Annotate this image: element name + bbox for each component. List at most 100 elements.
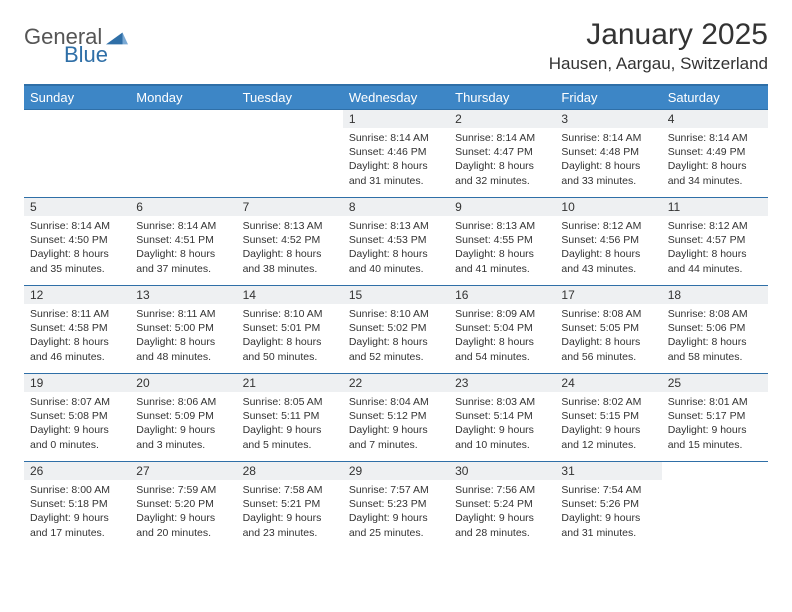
brand-word-2: Blue [64, 42, 108, 68]
calendar-day-cell: 11Sunrise: 8:12 AMSunset: 4:57 PMDayligh… [662, 198, 768, 286]
calendar-day-cell: 5Sunrise: 8:14 AMSunset: 4:50 PMDaylight… [24, 198, 130, 286]
day-number: 4 [662, 110, 768, 128]
calendar-day-cell: 9Sunrise: 8:13 AMSunset: 4:55 PMDaylight… [449, 198, 555, 286]
day-details: Sunrise: 8:06 AMSunset: 5:09 PMDaylight:… [130, 392, 236, 456]
day-details: Sunrise: 8:14 AMSunset: 4:46 PMDaylight:… [343, 128, 449, 192]
day-details: Sunrise: 7:58 AMSunset: 5:21 PMDaylight:… [237, 480, 343, 544]
weekday-header-cell: Friday [555, 85, 661, 110]
calendar-day-cell [130, 110, 236, 198]
header: General January 2025 Hausen, Aargau, Swi… [24, 18, 768, 74]
calendar-day-cell: 25Sunrise: 8:01 AMSunset: 5:17 PMDayligh… [662, 374, 768, 462]
day-details: Sunrise: 8:14 AMSunset: 4:48 PMDaylight:… [555, 128, 661, 192]
day-details: Sunrise: 8:00 AMSunset: 5:18 PMDaylight:… [24, 480, 130, 544]
calendar-week-row: 5Sunrise: 8:14 AMSunset: 4:50 PMDaylight… [24, 198, 768, 286]
day-number: 6 [130, 198, 236, 216]
day-details: Sunrise: 8:13 AMSunset: 4:52 PMDaylight:… [237, 216, 343, 280]
calendar-day-cell: 13Sunrise: 8:11 AMSunset: 5:00 PMDayligh… [130, 286, 236, 374]
calendar-table: SundayMondayTuesdayWednesdayThursdayFrid… [24, 84, 768, 550]
calendar-day-cell: 15Sunrise: 8:10 AMSunset: 5:02 PMDayligh… [343, 286, 449, 374]
calendar-day-cell: 20Sunrise: 8:06 AMSunset: 5:09 PMDayligh… [130, 374, 236, 462]
day-number: 7 [237, 198, 343, 216]
day-number: 18 [662, 286, 768, 304]
calendar-day-cell: 8Sunrise: 8:13 AMSunset: 4:53 PMDaylight… [343, 198, 449, 286]
day-number: 21 [237, 374, 343, 392]
day-details: Sunrise: 8:12 AMSunset: 4:57 PMDaylight:… [662, 216, 768, 280]
calendar-day-cell: 6Sunrise: 8:14 AMSunset: 4:51 PMDaylight… [130, 198, 236, 286]
day-number: 10 [555, 198, 661, 216]
calendar-day-cell: 3Sunrise: 8:14 AMSunset: 4:48 PMDaylight… [555, 110, 661, 198]
calendar-day-cell: 27Sunrise: 7:59 AMSunset: 5:20 PMDayligh… [130, 462, 236, 550]
calendar-day-cell: 31Sunrise: 7:54 AMSunset: 5:26 PMDayligh… [555, 462, 661, 550]
calendar-day-cell: 21Sunrise: 8:05 AMSunset: 5:11 PMDayligh… [237, 374, 343, 462]
day-details: Sunrise: 7:54 AMSunset: 5:26 PMDaylight:… [555, 480, 661, 544]
day-number: 13 [130, 286, 236, 304]
day-number: 24 [555, 374, 661, 392]
day-details: Sunrise: 8:08 AMSunset: 5:05 PMDaylight:… [555, 304, 661, 368]
calendar-day-cell: 24Sunrise: 8:02 AMSunset: 5:15 PMDayligh… [555, 374, 661, 462]
day-details: Sunrise: 8:08 AMSunset: 5:06 PMDaylight:… [662, 304, 768, 368]
calendar-week-row: 26Sunrise: 8:00 AMSunset: 5:18 PMDayligh… [24, 462, 768, 550]
calendar-day-cell: 22Sunrise: 8:04 AMSunset: 5:12 PMDayligh… [343, 374, 449, 462]
day-number: 14 [237, 286, 343, 304]
day-number: 1 [343, 110, 449, 128]
calendar-day-cell: 1Sunrise: 8:14 AMSunset: 4:46 PMDaylight… [343, 110, 449, 198]
calendar-page: General January 2025 Hausen, Aargau, Swi… [0, 0, 792, 550]
day-number: 22 [343, 374, 449, 392]
weekday-header-cell: Sunday [24, 85, 130, 110]
day-number [662, 462, 768, 480]
weekday-header-cell: Saturday [662, 85, 768, 110]
calendar-day-cell: 30Sunrise: 7:56 AMSunset: 5:24 PMDayligh… [449, 462, 555, 550]
day-number: 16 [449, 286, 555, 304]
day-number: 15 [343, 286, 449, 304]
calendar-day-cell: 2Sunrise: 8:14 AMSunset: 4:47 PMDaylight… [449, 110, 555, 198]
calendar-day-cell: 19Sunrise: 8:07 AMSunset: 5:08 PMDayligh… [24, 374, 130, 462]
calendar-day-cell: 26Sunrise: 8:00 AMSunset: 5:18 PMDayligh… [24, 462, 130, 550]
title-block: January 2025 Hausen, Aargau, Switzerland [549, 18, 768, 74]
day-details: Sunrise: 8:13 AMSunset: 4:55 PMDaylight:… [449, 216, 555, 280]
day-details: Sunrise: 8:14 AMSunset: 4:51 PMDaylight:… [130, 216, 236, 280]
weekday-header-cell: Tuesday [237, 85, 343, 110]
day-details: Sunrise: 8:01 AMSunset: 5:17 PMDaylight:… [662, 392, 768, 456]
calendar-day-cell: 7Sunrise: 8:13 AMSunset: 4:52 PMDaylight… [237, 198, 343, 286]
day-number: 26 [24, 462, 130, 480]
day-number: 25 [662, 374, 768, 392]
day-details: Sunrise: 8:12 AMSunset: 4:56 PMDaylight:… [555, 216, 661, 280]
calendar-day-cell: 14Sunrise: 8:10 AMSunset: 5:01 PMDayligh… [237, 286, 343, 374]
calendar-weekday-header: SundayMondayTuesdayWednesdayThursdayFrid… [24, 85, 768, 110]
day-number [24, 110, 130, 128]
day-details: Sunrise: 8:10 AMSunset: 5:01 PMDaylight:… [237, 304, 343, 368]
day-number: 12 [24, 286, 130, 304]
logo-triangle-icon [106, 29, 128, 47]
day-number [130, 110, 236, 128]
calendar-day-cell [662, 462, 768, 550]
calendar-body: 1Sunrise: 8:14 AMSunset: 4:46 PMDaylight… [24, 110, 768, 550]
day-number: 23 [449, 374, 555, 392]
calendar-day-cell: 16Sunrise: 8:09 AMSunset: 5:04 PMDayligh… [449, 286, 555, 374]
day-number: 11 [662, 198, 768, 216]
weekday-header-cell: Thursday [449, 85, 555, 110]
calendar-day-cell: 29Sunrise: 7:57 AMSunset: 5:23 PMDayligh… [343, 462, 449, 550]
day-details: Sunrise: 8:14 AMSunset: 4:49 PMDaylight:… [662, 128, 768, 192]
calendar-week-row: 12Sunrise: 8:11 AMSunset: 4:58 PMDayligh… [24, 286, 768, 374]
location-subtitle: Hausen, Aargau, Switzerland [549, 54, 768, 74]
day-details: Sunrise: 8:14 AMSunset: 4:50 PMDaylight:… [24, 216, 130, 280]
day-details: Sunrise: 8:02 AMSunset: 5:15 PMDaylight:… [555, 392, 661, 456]
day-details: Sunrise: 7:56 AMSunset: 5:24 PMDaylight:… [449, 480, 555, 544]
day-number: 20 [130, 374, 236, 392]
calendar-week-row: 19Sunrise: 8:07 AMSunset: 5:08 PMDayligh… [24, 374, 768, 462]
day-number: 2 [449, 110, 555, 128]
day-number: 17 [555, 286, 661, 304]
weekday-header-cell: Wednesday [343, 85, 449, 110]
calendar-day-cell: 17Sunrise: 8:08 AMSunset: 5:05 PMDayligh… [555, 286, 661, 374]
calendar-day-cell [237, 110, 343, 198]
day-number [237, 110, 343, 128]
day-details: Sunrise: 7:59 AMSunset: 5:20 PMDaylight:… [130, 480, 236, 544]
day-number: 5 [24, 198, 130, 216]
calendar-day-cell: 12Sunrise: 8:11 AMSunset: 4:58 PMDayligh… [24, 286, 130, 374]
weekday-header-cell: Monday [130, 85, 236, 110]
day-number: 30 [449, 462, 555, 480]
day-number: 28 [237, 462, 343, 480]
calendar-day-cell: 18Sunrise: 8:08 AMSunset: 5:06 PMDayligh… [662, 286, 768, 374]
day-details: Sunrise: 8:03 AMSunset: 5:14 PMDaylight:… [449, 392, 555, 456]
day-details: Sunrise: 8:07 AMSunset: 5:08 PMDaylight:… [24, 392, 130, 456]
